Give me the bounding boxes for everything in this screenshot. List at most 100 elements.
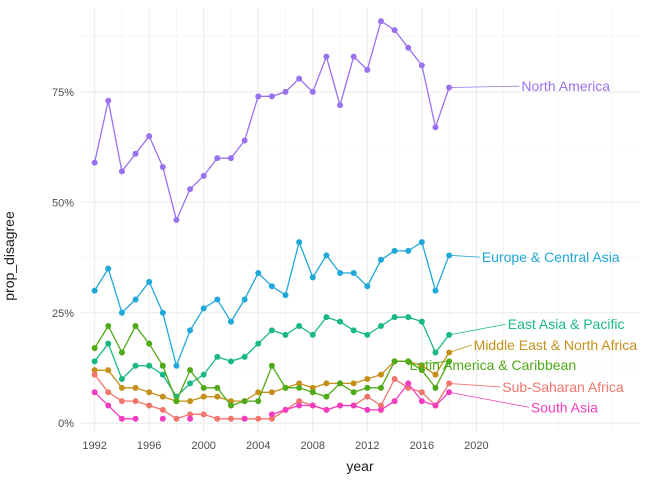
data-point bbox=[405, 44, 412, 51]
x-tick-label: 2000 bbox=[191, 440, 215, 452]
data-point bbox=[105, 97, 112, 104]
series-line bbox=[93, 20, 450, 222]
data-point bbox=[282, 406, 289, 413]
data-point bbox=[432, 287, 439, 294]
y-axis-title: prop_disagree bbox=[1, 211, 17, 301]
major-gridlines bbox=[81, 8, 640, 432]
data-point bbox=[118, 309, 125, 316]
data-point bbox=[296, 398, 303, 405]
data-point bbox=[227, 318, 234, 325]
label-connector bbox=[449, 254, 480, 258]
data-point bbox=[214, 384, 221, 391]
data-point bbox=[118, 168, 125, 175]
data-point bbox=[323, 252, 330, 259]
data-point bbox=[309, 274, 316, 281]
data-point bbox=[268, 415, 275, 422]
data-point bbox=[405, 358, 412, 365]
data-point bbox=[105, 402, 112, 409]
data-point bbox=[200, 371, 207, 378]
data-point bbox=[159, 309, 166, 316]
data-point bbox=[364, 393, 371, 400]
data-point bbox=[377, 323, 384, 329]
series-labels: North America Europe & Central Asia East A… bbox=[407, 78, 638, 415]
data-point bbox=[255, 270, 262, 276]
data-point bbox=[187, 415, 194, 422]
data-point bbox=[255, 389, 262, 396]
data-point bbox=[241, 353, 248, 360]
data-point bbox=[282, 88, 289, 95]
data-point bbox=[364, 66, 371, 73]
series-label: Middle East & North Africa bbox=[474, 337, 638, 353]
data-point bbox=[132, 415, 139, 422]
data-point bbox=[377, 371, 384, 378]
data-point bbox=[268, 389, 275, 396]
data-point bbox=[159, 164, 166, 170]
label-connector bbox=[449, 85, 520, 88]
data-point bbox=[146, 133, 153, 140]
data-point bbox=[364, 384, 371, 391]
data-point bbox=[418, 362, 425, 369]
data-point bbox=[91, 345, 98, 352]
data-point bbox=[350, 402, 357, 409]
data-point bbox=[255, 93, 262, 100]
y-tick-label: 0% bbox=[58, 418, 74, 430]
data-point bbox=[296, 323, 303, 329]
label-connector bbox=[448, 344, 472, 353]
data-point bbox=[214, 353, 221, 360]
y-tick-label: 25% bbox=[52, 308, 74, 320]
x-tick-label: 1992 bbox=[82, 440, 106, 452]
x-tick-label: 2012 bbox=[355, 440, 379, 452]
x-axis-ticks: 1992 1996 2000 2004 2008 2012 2016 2020 bbox=[82, 440, 488, 452]
data-point bbox=[132, 362, 139, 369]
series-label: Sub-Saharan Africa bbox=[502, 379, 624, 395]
data-point bbox=[323, 53, 330, 60]
data-point bbox=[377, 384, 384, 391]
data-point bbox=[418, 398, 425, 405]
series-line bbox=[94, 239, 450, 368]
data-point bbox=[105, 265, 112, 272]
data-point bbox=[159, 406, 166, 413]
minor-gridlines bbox=[81, 8, 640, 432]
data-point bbox=[296, 380, 303, 387]
data-point bbox=[132, 323, 139, 329]
data-point bbox=[350, 270, 357, 276]
data-point bbox=[91, 371, 98, 378]
label-connector bbox=[449, 383, 501, 388]
data-point bbox=[337, 270, 344, 276]
data-point bbox=[159, 415, 166, 422]
data-point bbox=[241, 415, 248, 422]
data-point bbox=[432, 124, 439, 131]
series-line bbox=[94, 391, 136, 420]
data-point bbox=[227, 358, 234, 365]
data-point bbox=[118, 384, 125, 391]
series-east-asia-pacific bbox=[91, 314, 453, 400]
data-point bbox=[296, 239, 303, 246]
data-point bbox=[255, 398, 262, 405]
data-point bbox=[200, 384, 207, 391]
series-south-asia bbox=[91, 380, 453, 422]
data-point bbox=[187, 398, 194, 405]
data-point bbox=[391, 358, 398, 365]
y-tick-label: 50% bbox=[52, 197, 74, 209]
data-point bbox=[187, 327, 194, 334]
x-axis-title: year bbox=[346, 458, 374, 474]
data-point bbox=[200, 172, 207, 179]
series-north-america bbox=[91, 18, 453, 223]
data-point bbox=[350, 389, 357, 396]
x-tick-label: 2020 bbox=[464, 440, 488, 452]
data-point bbox=[118, 415, 125, 422]
data-point bbox=[187, 380, 194, 387]
data-point bbox=[432, 371, 439, 378]
data-point bbox=[159, 362, 166, 369]
data-point bbox=[268, 362, 275, 369]
data-point bbox=[159, 371, 166, 378]
series-europe-central-asia bbox=[91, 239, 453, 369]
x-tick-label: 1996 bbox=[137, 440, 161, 452]
data-point bbox=[214, 296, 221, 303]
data-point bbox=[282, 384, 289, 391]
data-point bbox=[214, 393, 221, 400]
data-point bbox=[241, 398, 248, 405]
data-point bbox=[105, 367, 112, 374]
data-point bbox=[282, 292, 289, 299]
data-point bbox=[405, 380, 412, 387]
